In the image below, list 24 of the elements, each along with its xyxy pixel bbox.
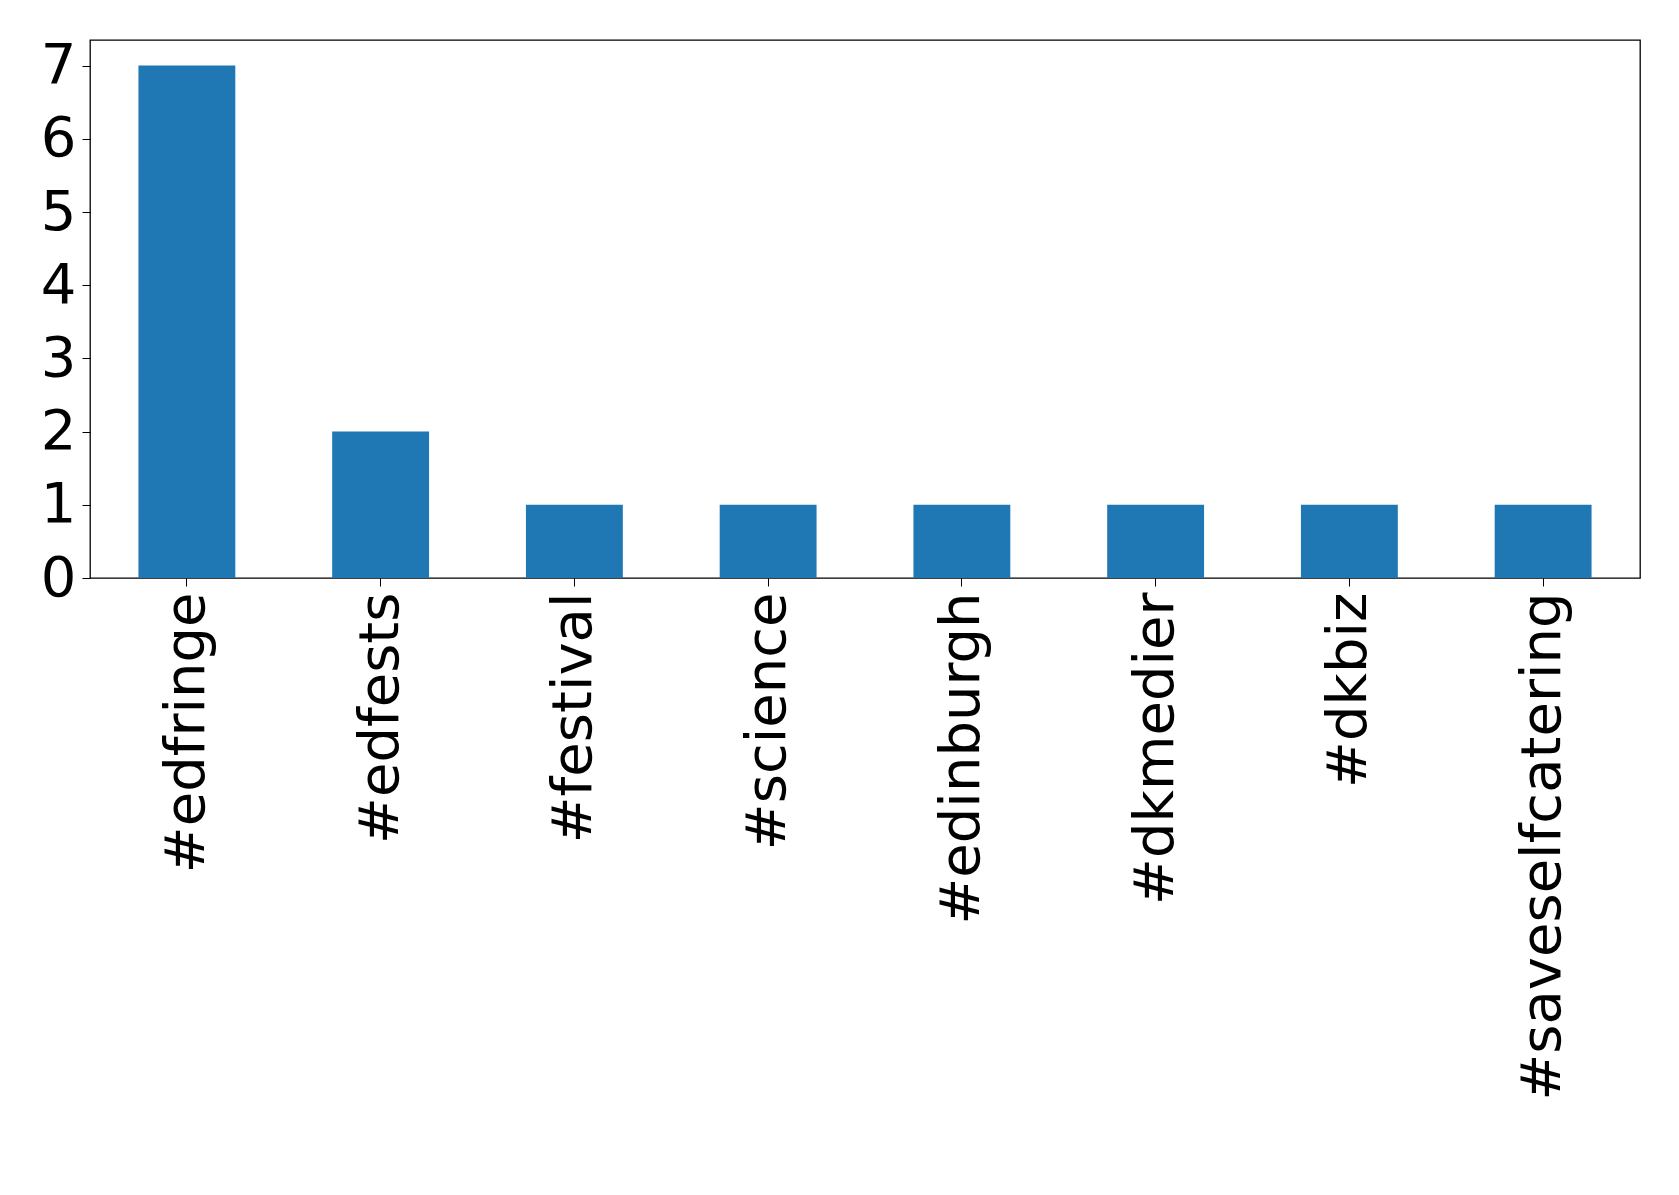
x-tick-label: #edfests bbox=[345, 592, 411, 844]
y-tick-label: 0 bbox=[40, 543, 77, 609]
y-tick-label: 4 bbox=[40, 250, 77, 316]
bar bbox=[332, 431, 430, 578]
y-tick-label: 2 bbox=[40, 397, 77, 463]
bar bbox=[1494, 504, 1592, 578]
bar bbox=[1107, 504, 1205, 578]
y-tick-label: 1 bbox=[40, 470, 77, 536]
x-tick-label: #dkmedier bbox=[1120, 591, 1186, 905]
y-tick-label: 7 bbox=[40, 31, 77, 97]
bar bbox=[913, 504, 1011, 578]
y-tick-label: 6 bbox=[40, 104, 77, 170]
x-tick-label: #saveselfcatering bbox=[1508, 592, 1574, 1101]
bar bbox=[1300, 504, 1398, 578]
x-tick-label: #festival bbox=[539, 592, 605, 844]
bar bbox=[138, 65, 236, 578]
bar bbox=[719, 504, 817, 578]
x-tick-label: #dkbiz bbox=[1314, 592, 1380, 788]
x-tick-label: #edfringe bbox=[151, 592, 217, 874]
x-tick-label: #edinburgh bbox=[926, 592, 992, 925]
bar bbox=[525, 504, 623, 578]
y-tick-label: 5 bbox=[40, 177, 77, 243]
x-tick-label: #science bbox=[733, 592, 799, 851]
y-tick-label: 3 bbox=[40, 323, 77, 389]
